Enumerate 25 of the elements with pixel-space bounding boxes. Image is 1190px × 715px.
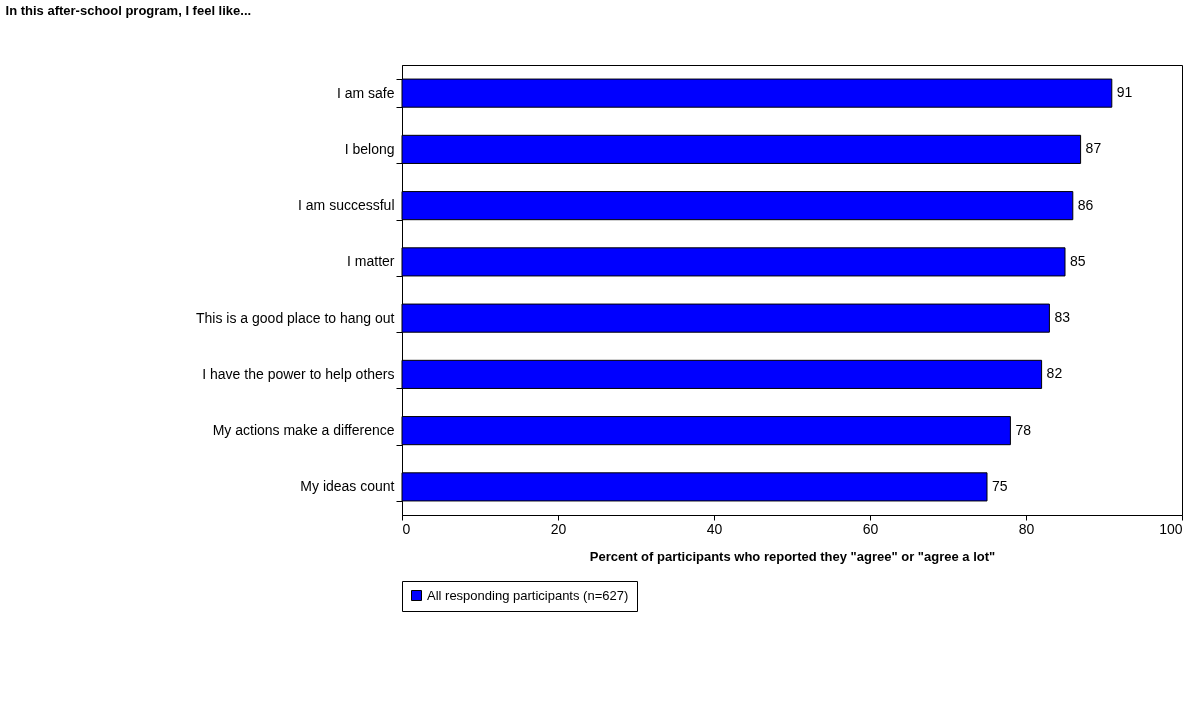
x-tick-label: 20 [550, 520, 567, 537]
x-tick-label: 60 [862, 520, 879, 537]
y-tick-label: I matter [347, 253, 395, 270]
y-tick-label: My actions make a difference [212, 422, 395, 439]
x-tick-label: 100 [1159, 520, 1183, 537]
y-tick-label: I have the power to help others [202, 365, 395, 382]
y-tick-label: I belong [344, 140, 395, 157]
y-tick-label: I am safe [336, 84, 395, 101]
data-label: 75 [992, 477, 1008, 494]
data-label: 86 [1077, 196, 1094, 213]
x-axis-title: Percent of participants who reported they "agree" or "agree a lot" [589, 548, 996, 564]
x-tick-label: 80 [1018, 520, 1035, 537]
data-label: 87 [1085, 140, 1102, 157]
text: In this after-school program, I feel like... [5, 3, 252, 18]
legend-label: All responding participants (n=627) [427, 587, 629, 603]
y-tick-label: I am successful [298, 197, 395, 214]
x-tick-label: 40 [706, 520, 723, 537]
y-tick-label: My ideas count [300, 478, 395, 495]
data-label: 91 [1116, 84, 1133, 101]
data-label: 83 [1054, 309, 1071, 326]
data-label: 82 [1046, 365, 1063, 382]
data-label: 85 [1070, 252, 1086, 269]
x-tick-label: 0 [402, 520, 411, 537]
y-tick-label: This is a good place to hang out [196, 309, 395, 326]
data-label: 78 [1015, 421, 1032, 438]
